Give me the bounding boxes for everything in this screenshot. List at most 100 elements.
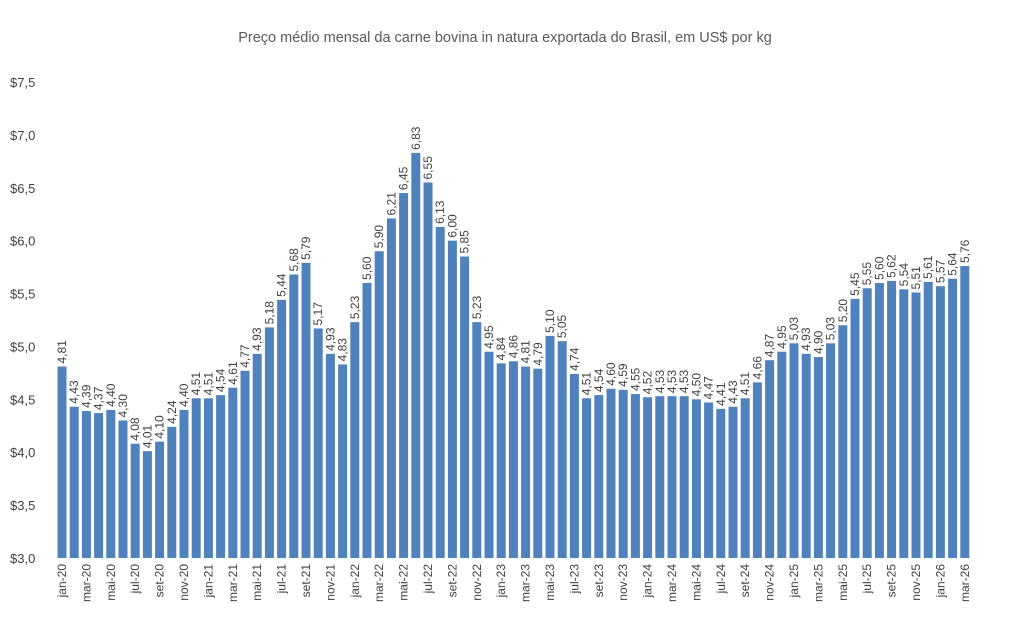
- y-tick-label: $5,5: [10, 287, 35, 302]
- x-tick-label: nov-21: [323, 564, 337, 601]
- bar: [521, 366, 531, 558]
- bar: [118, 420, 128, 558]
- data-label: 5,44: [275, 273, 289, 297]
- data-label: 5,79: [299, 236, 313, 260]
- x-tick-label: mai-22: [397, 564, 411, 601]
- x-tick-label: jul-22: [421, 564, 435, 595]
- data-label: 4,74: [567, 347, 581, 371]
- bar: [960, 266, 970, 558]
- data-label: 6,55: [421, 156, 435, 180]
- y-tick-label: $3,0: [10, 551, 35, 566]
- bar: [289, 274, 299, 558]
- data-label: 4,79: [531, 342, 545, 366]
- data-label: 4,59: [616, 363, 630, 387]
- bar: [533, 368, 543, 558]
- bar: [630, 394, 640, 558]
- bar: [423, 182, 433, 558]
- x-tick-label: mar-24: [665, 564, 679, 602]
- bar: [618, 389, 628, 558]
- data-label: 5,23: [470, 295, 484, 319]
- bar: [838, 325, 848, 558]
- data-label: 5,03: [787, 317, 801, 341]
- data-label: 4,81: [519, 340, 533, 364]
- data-label: 5,51: [909, 266, 923, 290]
- x-tick-label: mar-20: [79, 564, 93, 602]
- data-label: 5,85: [458, 230, 472, 254]
- bar: [728, 406, 738, 558]
- bar: [167, 426, 177, 558]
- bar: [313, 328, 323, 558]
- data-label: 5,76: [958, 239, 972, 263]
- x-tick-label: jul-25: [860, 564, 874, 595]
- data-label: 5,62: [885, 254, 899, 278]
- y-tick-label: $7,0: [10, 128, 35, 143]
- data-label: 4,37: [92, 386, 106, 410]
- bar: [948, 278, 958, 558]
- bar: [57, 366, 67, 558]
- data-label: 4,53: [677, 369, 691, 393]
- bar: [142, 451, 152, 558]
- bar: [740, 398, 750, 558]
- data-label: 5,60: [872, 256, 886, 280]
- x-tick-label: nov-24: [763, 564, 777, 601]
- y-tick-label: $4,0: [10, 445, 35, 460]
- x-axis: jan-20 mar-20 mai-20 jul-20 set-20 nov-20 jan-…: [55, 564, 972, 602]
- data-label: 4,40: [177, 383, 191, 407]
- bar: [606, 388, 616, 558]
- data-label: 6,21: [384, 192, 398, 216]
- bar: [594, 395, 604, 558]
- data-label: 4,30: [116, 394, 130, 418]
- bar: [447, 240, 457, 558]
- data-label: 5,54: [897, 263, 911, 287]
- data-label: 4,93: [799, 327, 813, 351]
- bar: [179, 409, 189, 558]
- bar: [704, 402, 714, 558]
- bar: [862, 288, 872, 558]
- bar: [277, 299, 287, 558]
- data-label: 4,43: [726, 380, 740, 404]
- bar: [216, 395, 226, 558]
- data-label: 4,93: [323, 327, 337, 351]
- x-tick-label: mai-24: [689, 564, 703, 601]
- bar: [679, 396, 689, 558]
- data-label: 5,45: [848, 272, 862, 296]
- x-tick-label: set-21: [299, 564, 313, 598]
- bar: [899, 289, 909, 558]
- bar: [777, 351, 787, 558]
- bar: [508, 361, 518, 558]
- x-tick-label: jul-20: [128, 564, 142, 595]
- data-label: 5,03: [824, 317, 838, 341]
- data-label: 4,87: [763, 334, 777, 358]
- data-label: 4,95: [775, 325, 789, 349]
- bar: [801, 353, 811, 558]
- data-label: 6,00: [445, 214, 459, 238]
- data-label: 4,40: [104, 383, 118, 407]
- data-label: 5,05: [555, 314, 569, 338]
- data-label: 4,55: [628, 367, 642, 391]
- bar: [203, 398, 213, 558]
- data-label: 4,83: [336, 338, 350, 362]
- bar: [301, 262, 311, 558]
- bar: [325, 353, 335, 558]
- bar: [81, 410, 91, 558]
- x-tick-label: jul-21: [275, 564, 289, 595]
- x-tick-label: nov-23: [616, 564, 630, 601]
- x-tick-label: mai-23: [543, 564, 557, 601]
- bar: [752, 382, 762, 558]
- bar: [155, 441, 165, 558]
- data-label: 5,23: [348, 295, 362, 319]
- x-tick-label: set-24: [738, 564, 752, 598]
- bar: [338, 364, 348, 558]
- data-label: 4,24: [165, 400, 179, 424]
- data-label: 4,54: [214, 368, 228, 392]
- data-label: 5,18: [262, 301, 276, 325]
- bar: [472, 322, 482, 558]
- bars: [57, 152, 970, 559]
- data-label: 4,50: [689, 373, 703, 397]
- bar: [911, 292, 921, 558]
- bar: [228, 387, 238, 558]
- x-tick-label: mar-21: [226, 564, 240, 602]
- x-tick-label: nov-20: [177, 564, 191, 601]
- data-label: 4,08: [128, 417, 142, 441]
- bar: [374, 251, 384, 558]
